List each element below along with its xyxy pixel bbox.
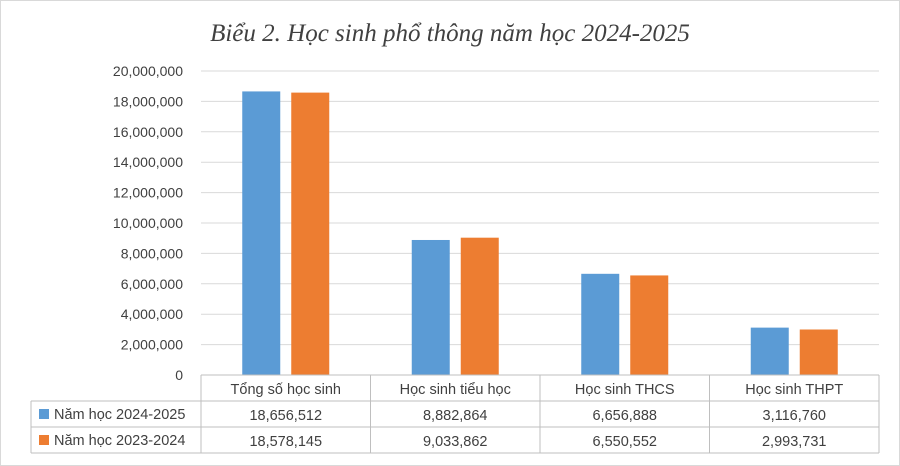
y-tick-label: 14,000,000	[113, 154, 183, 170]
category-label: Tổng số học sinh	[231, 382, 341, 398]
bar-series-1-0	[242, 91, 281, 375]
table-cell-value: 6,550,552	[592, 434, 657, 450]
legend-swatch	[39, 435, 49, 445]
y-tick-label: 18,000,000	[113, 93, 183, 109]
table-cell-value: 9,033,862	[423, 434, 488, 450]
category-label: Học sinh THPT	[745, 382, 843, 398]
bar-series-2-3	[799, 329, 838, 375]
chart-title: Biểu 2. Học sinh phổ thông năm học 2024-…	[210, 20, 690, 47]
y-tick-label: 12,000,000	[113, 185, 183, 201]
bar-series-1-3	[750, 327, 789, 375]
legend-label: Năm học 2024-2025	[54, 407, 185, 423]
bar-series-2-2	[630, 275, 669, 375]
category-label: Học sinh THCS	[575, 382, 675, 398]
y-tick-label: 4,000,000	[121, 306, 183, 322]
y-tick-label: 8,000,000	[121, 245, 183, 261]
data-table: Tổng số học sinh Học sinh tiểu học Học sin…	[30, 374, 880, 454]
y-axis-ticks: 0 2,000,000 4,000,000 6,000,000 8,000,000 10,…	[113, 63, 183, 383]
bar-series-2-1	[460, 237, 499, 375]
y-tick-label: 0	[175, 367, 183, 383]
y-tick-label: 2,000,000	[121, 337, 183, 353]
table-cell-value: 3,116,760	[763, 408, 826, 424]
table-cell-value: 18,656,512	[249, 408, 322, 424]
table-cell-value: 18,578,145	[249, 434, 322, 450]
bar-series-1-1	[411, 239, 450, 375]
category-label: Học sinh tiểu học	[400, 382, 511, 398]
table-cell-value: 6,656,888	[592, 408, 657, 424]
legend-label: Năm học 2023-2024	[54, 433, 185, 449]
legend-swatch	[39, 409, 49, 419]
y-tick-label: 20,000,000	[113, 63, 183, 79]
bar-series-1-2	[581, 273, 620, 375]
y-tick-label: 10,000,000	[113, 215, 183, 231]
y-tick-label: 6,000,000	[121, 276, 183, 292]
bars	[242, 91, 838, 376]
bar-series-2-0	[291, 92, 330, 376]
table-cell-value: 8,882,864	[423, 408, 488, 424]
table-cell-value: 2,993,731	[762, 434, 827, 450]
y-tick-label: 16,000,000	[113, 124, 183, 140]
